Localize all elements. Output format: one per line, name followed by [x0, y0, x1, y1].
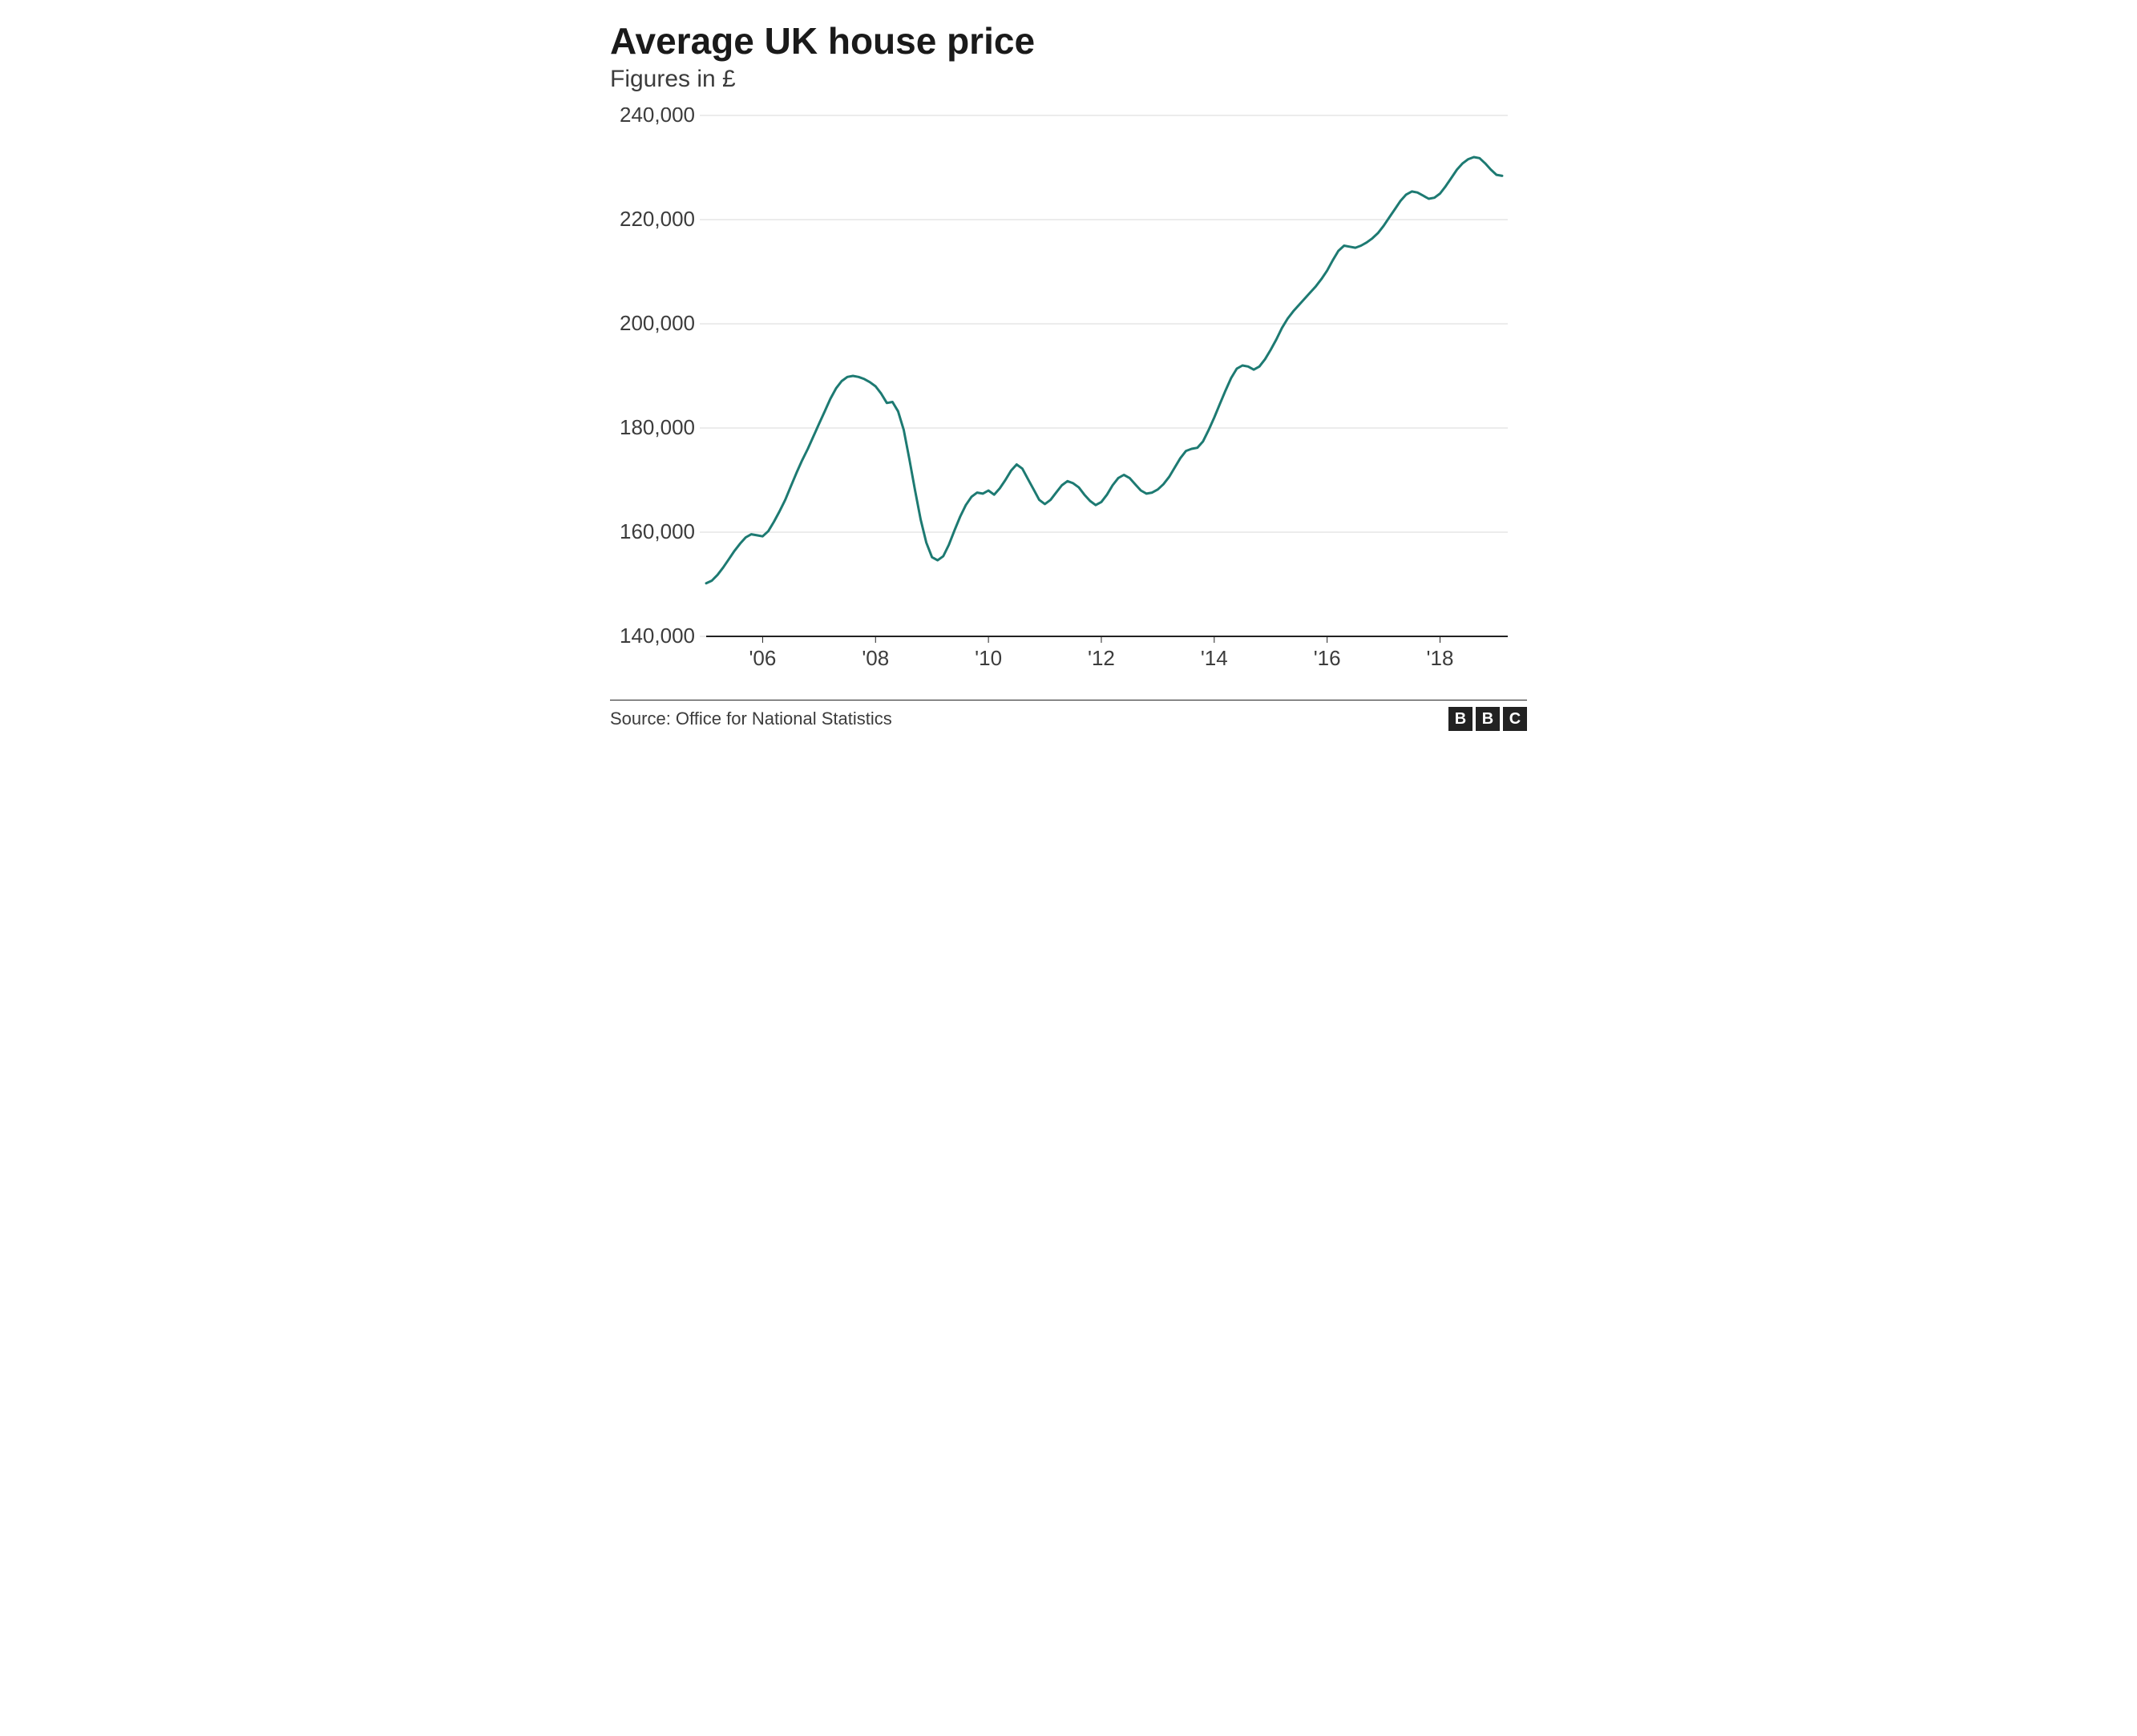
- y-tick-label: 140,000: [620, 624, 695, 648]
- x-tick-label: '18: [1427, 646, 1454, 670]
- y-tick-label: 180,000: [620, 415, 695, 439]
- source-text: Source: Office for National Statistics: [610, 709, 892, 729]
- chart-title: Average UK house price: [610, 19, 1527, 63]
- x-tick-label: '16: [1314, 646, 1341, 670]
- x-tick-label: '12: [1088, 646, 1115, 670]
- y-tick-label: 200,000: [620, 311, 695, 335]
- bbc-logo-letter: C: [1503, 707, 1527, 731]
- chart-container: Average UK house price Figures in £ 140,…: [588, 0, 1549, 744]
- price-line: [706, 157, 1502, 583]
- x-tick-label: '08: [862, 646, 889, 670]
- plot-area: 140,000 160,000 180,000 200,000 220,000 240,0…: [610, 107, 1527, 688]
- y-tick-label: 160,000: [620, 519, 695, 543]
- y-tick-label: 220,000: [620, 207, 695, 231]
- bbc-logo-letter: B: [1448, 707, 1472, 731]
- x-tick-label: '06: [749, 646, 776, 670]
- chart-footer: Source: Office for National Statistics B…: [610, 700, 1527, 731]
- bbc-logo: B B C: [1448, 707, 1527, 731]
- x-tick-label: '14: [1201, 646, 1228, 670]
- bbc-logo-letter: B: [1476, 707, 1500, 731]
- x-tick-label: '10: [975, 646, 1002, 670]
- y-tick-label: 240,000: [620, 107, 695, 127]
- line-chart-svg: 140,000 160,000 180,000 200,000 220,000 240,0…: [610, 107, 1524, 684]
- chart-subtitle: Figures in £: [610, 66, 1527, 93]
